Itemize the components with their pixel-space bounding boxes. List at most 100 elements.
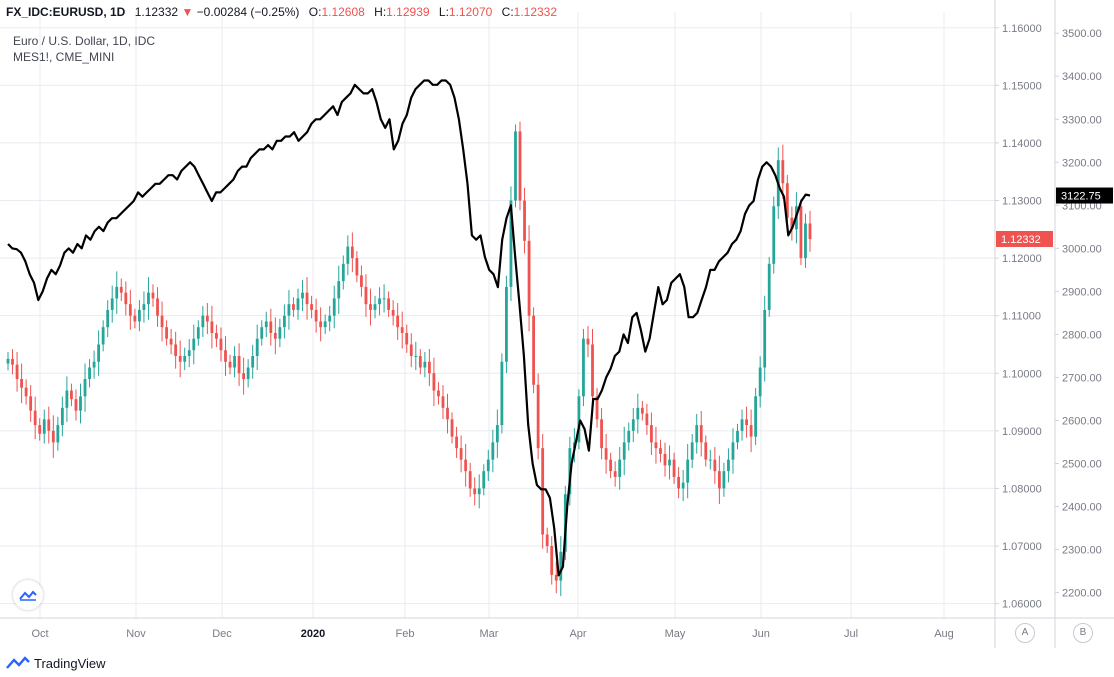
candle-up	[486, 459, 490, 472]
brand-name: TradingView	[34, 655, 106, 671]
candle-up	[736, 430, 739, 443]
candle-up	[514, 131, 517, 201]
mes-tick-label: 3200.00	[1062, 157, 1102, 169]
eurusd-tick-label: 1.09000	[1002, 426, 1042, 438]
candle-down	[745, 419, 748, 426]
high-value: 1.12939	[386, 5, 430, 19]
series-legend: Euro / U.S. Dollar, 1D, IDC MES1!, CME_M…	[13, 33, 155, 65]
candle-down	[174, 344, 178, 356]
candle-down	[455, 436, 458, 449]
candle-down	[210, 321, 214, 333]
chart-area[interactable]: 1.06000 1.07000 1.08000 1.09000 1.10000 1.110…	[0, 0, 1114, 648]
candle-up	[690, 442, 694, 460]
candle-up	[196, 327, 200, 339]
candle-down	[536, 384, 540, 449]
candle-up	[187, 350, 191, 356]
candle-down	[151, 292, 155, 299]
mes-tick-label: 2700.00	[1062, 372, 1102, 384]
time-axis-label: Aug	[934, 628, 954, 640]
candle-down	[292, 304, 295, 310]
legend-overlay-series[interactable]: MES1!, CME_MINI	[13, 50, 115, 64]
symbol-name[interactable]: FX_IDC:EURUSD, 1D	[6, 5, 126, 19]
candle-down	[319, 321, 323, 328]
candle-up	[373, 304, 377, 310]
candle-up	[233, 355, 236, 368]
footer-brand: TradingView	[6, 652, 106, 674]
candle-up	[767, 263, 771, 310]
candle-up	[495, 425, 499, 443]
candle-down	[391, 309, 395, 316]
candle-up	[337, 281, 341, 299]
tradingview-corner-logo-icon[interactable]	[13, 580, 43, 610]
candle-up	[582, 338, 585, 397]
high-label: H:	[374, 5, 387, 19]
last-price: 1.12332	[134, 5, 179, 19]
candle-up	[631, 419, 635, 431]
candle-up	[115, 286, 119, 299]
eurusd-last-price-badge-label: 1.12332	[1001, 234, 1041, 246]
candle-down	[600, 419, 603, 449]
candle-down	[38, 425, 42, 434]
candle-up	[636, 407, 640, 420]
candle-down	[541, 448, 545, 535]
eurusd-last-price-badge-bg	[996, 230, 1053, 247]
candle-down	[205, 315, 209, 322]
candle-down	[409, 344, 413, 356]
scale-b-button[interactable]: B	[1073, 623, 1093, 643]
candle-up	[246, 367, 250, 380]
candle-down	[595, 396, 599, 420]
candle-down	[799, 206, 803, 259]
candle-down	[400, 327, 404, 333]
legend-main-series[interactable]: Euro / U.S. Dollar, 1D, IDC	[13, 34, 156, 48]
candle-down	[808, 223, 812, 240]
candle-down	[128, 304, 132, 316]
candle-down	[437, 390, 440, 397]
eurusd-tick-label: 1.11000	[1002, 311, 1041, 323]
candle-up	[42, 419, 46, 434]
candle-up	[346, 246, 350, 264]
candle-down	[663, 453, 667, 466]
mes-overlay-line	[7, 79, 811, 577]
candle-up	[341, 263, 345, 282]
candle-down	[160, 315, 164, 328]
candle-up	[56, 425, 60, 443]
candle-down	[659, 448, 662, 454]
candle-up	[423, 361, 427, 368]
candle-down	[360, 275, 363, 287]
candle-down	[51, 430, 55, 443]
candle-down	[119, 286, 123, 293]
candle-down	[650, 425, 653, 443]
candle-down	[554, 574, 558, 581]
down-arrow-icon: ▼	[181, 5, 194, 19]
close-value: 1.12332	[513, 5, 558, 19]
candle-up	[708, 459, 712, 461]
candle-down	[640, 407, 644, 414]
candle-down	[532, 315, 536, 385]
candle-up	[83, 379, 87, 397]
chart-svg[interactable]: 1.06000 1.07000 1.08000 1.09000 1.10000 1.110…	[0, 0, 1114, 648]
time-axis-label: Mar	[480, 628, 499, 640]
candle-down	[269, 321, 273, 333]
candle-up	[378, 298, 381, 305]
candle-down	[591, 344, 594, 397]
mes-tick-label: 2800.00	[1062, 329, 1102, 341]
candle-down	[364, 286, 368, 305]
scale-a-button[interactable]: A	[1015, 623, 1035, 643]
candle-down	[518, 131, 522, 201]
mes-tick-label: 2200.00	[1062, 588, 1102, 600]
candle-up	[264, 321, 268, 328]
mes-tick-label: 2500.00	[1062, 459, 1102, 471]
candle-down	[609, 459, 613, 472]
candle-down	[165, 327, 168, 339]
candle-up	[328, 315, 332, 322]
mes-last-price-badge: 3122.75	[1056, 187, 1113, 204]
candle-down	[550, 546, 554, 575]
candle-down	[74, 399, 78, 411]
candle-down	[224, 350, 227, 362]
candle-down	[124, 292, 128, 305]
time-axis-label: 2020	[301, 628, 325, 640]
candle-up	[740, 419, 744, 431]
mes-tick-label: 2300.00	[1062, 545, 1102, 557]
candle-up	[92, 361, 96, 368]
candle-down	[717, 471, 721, 489]
